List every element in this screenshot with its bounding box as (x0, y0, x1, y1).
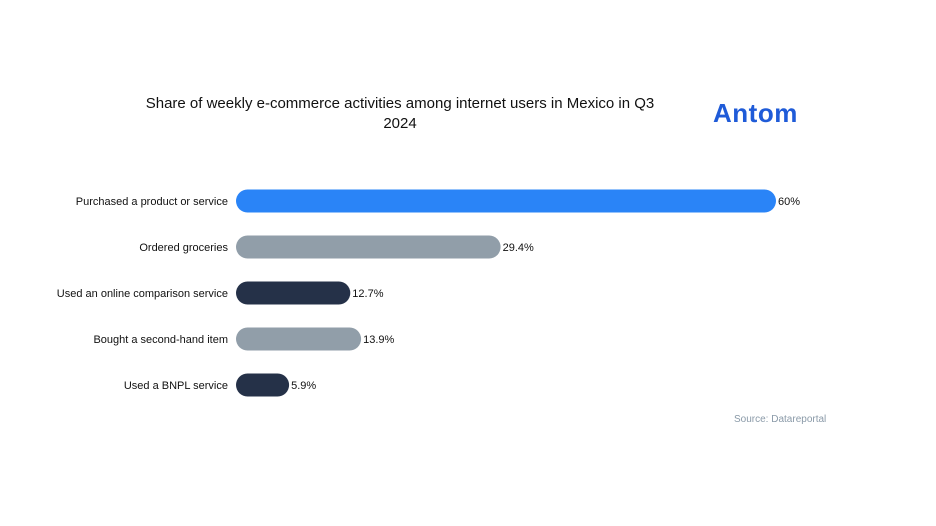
chart-title: Share of weekly e-commerce activities am… (145, 95, 655, 132)
value-label: 12.7% (352, 288, 383, 300)
bar (236, 373, 290, 397)
category-label: Purchased a product or service (76, 196, 228, 208)
category-label: Used an online comparison service (57, 288, 228, 300)
value-label: 5.9% (291, 380, 316, 392)
source-note: Source: Datareportal (734, 414, 827, 425)
value-label: 60% (778, 196, 800, 208)
brand-logo: Antom (713, 98, 798, 128)
bar (236, 327, 362, 351)
category-label: Used a BNPL service (124, 380, 228, 392)
bar (236, 189, 776, 213)
category-label: Bought a second-hand item (93, 334, 228, 346)
value-label: 29.4% (503, 242, 534, 254)
bar (236, 281, 351, 305)
value-label: 13.9% (363, 334, 394, 346)
category-label: Ordered groceries (139, 242, 228, 254)
bar (236, 235, 501, 259)
